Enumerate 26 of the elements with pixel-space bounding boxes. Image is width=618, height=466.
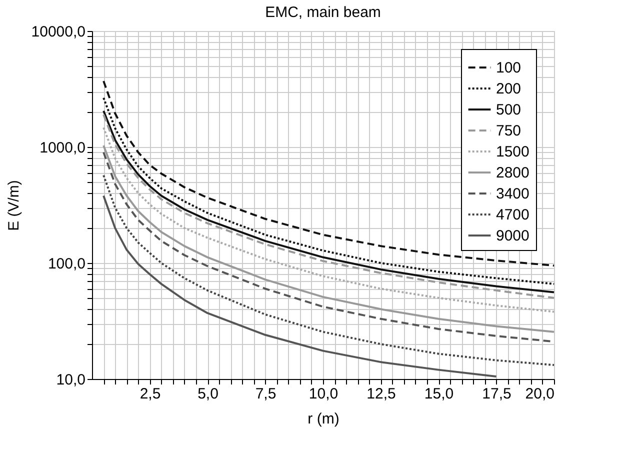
- legend-label: 4700: [496, 206, 530, 224]
- chart-title: EMC, main beam: [265, 4, 381, 21]
- x-tick-label: 2,5: [140, 386, 161, 402]
- x-tick-label: 20,0: [525, 386, 554, 402]
- x-tick-label: 15,0: [424, 386, 454, 402]
- legend-label: 9000: [496, 228, 530, 244]
- legend-label: 3400: [496, 186, 530, 202]
- y-tick-label: 100,0: [48, 256, 86, 272]
- x-tick-label: 7,5: [255, 386, 276, 402]
- legend-label: 2800: [496, 164, 530, 182]
- y-tick-label: 10,0: [56, 372, 86, 388]
- x-tick-label: 10,0: [308, 386, 338, 402]
- x-axis-title: r (m): [308, 410, 340, 428]
- x-tick-label: 17,5: [482, 386, 512, 402]
- legend-label: 750: [496, 122, 522, 140]
- y-tick-label: 10000,0: [31, 24, 86, 40]
- legend-label: 500: [496, 102, 522, 118]
- line-series: [102, 80, 555, 267]
- legend-label: 200: [496, 80, 522, 98]
- x-tick-label: 5,0: [198, 386, 218, 402]
- x-tick-label: 12,5: [366, 386, 396, 402]
- y-tick-label: 1000,0: [40, 140, 86, 156]
- legend-label: 100: [496, 60, 522, 76]
- y-axis-title: E (V/m): [5, 180, 22, 231]
- legend-label: 1500: [496, 144, 530, 160]
- line-series: [102, 194, 498, 378]
